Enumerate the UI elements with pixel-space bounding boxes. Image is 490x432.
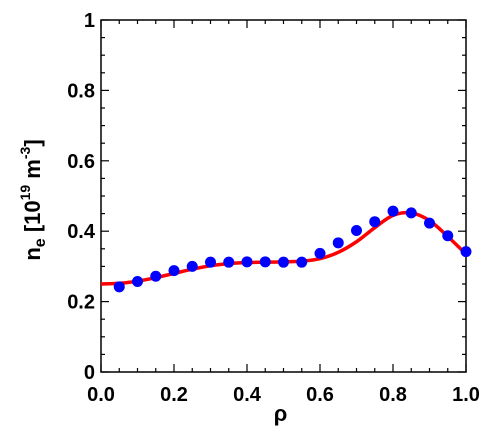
data-point	[296, 256, 308, 268]
y-axis-label-bracket-open: [10	[20, 200, 45, 238]
y-tick-label: 0.8	[67, 80, 95, 102]
data-point	[332, 237, 344, 249]
x-tick-label: 0.2	[160, 384, 188, 406]
data-point	[168, 265, 180, 277]
data-point	[351, 224, 362, 236]
x-tick-label: 0.6	[306, 384, 334, 406]
y-axis-label-main: n	[20, 247, 45, 260]
y-tick-label: 1	[84, 10, 95, 32]
x-tick-label: 0.0	[87, 384, 115, 406]
y-axis-label-bracket-close: ]	[20, 139, 45, 146]
y-tick-label: 0.6	[67, 151, 95, 173]
y-axis-label-unit: m	[20, 159, 45, 185]
data-point	[369, 216, 381, 228]
data-point	[113, 281, 125, 293]
data-point	[186, 260, 198, 272]
y-tick-label: 0.4	[67, 221, 96, 243]
x-axis-label: ρ	[274, 401, 288, 426]
data-point	[424, 217, 435, 229]
data-point	[259, 256, 271, 268]
y-axis-label-unit-exp: -3	[17, 146, 33, 159]
data-point	[460, 246, 472, 258]
data-point	[442, 230, 454, 242]
y-axis-label: ne [1019 m-3]	[17, 139, 49, 260]
x-tick-label: 1.0	[452, 384, 480, 406]
data-point	[205, 256, 216, 268]
plot-frame	[100, 19, 467, 373]
data-point	[241, 256, 253, 268]
data-point	[150, 270, 162, 282]
data-point	[405, 207, 417, 219]
y-tick-label: 0.2	[67, 292, 95, 314]
data-point	[387, 205, 399, 217]
x-tick-label: 0.8	[379, 384, 407, 406]
y-tick-label: 0	[84, 362, 95, 384]
data-point	[223, 256, 235, 268]
x-tick-label: 0.4	[233, 384, 262, 406]
data-point	[278, 256, 289, 268]
y-axis-label-sub: e	[32, 238, 49, 247]
y-axis-label-exp: 19	[17, 185, 33, 201]
data-point	[132, 276, 143, 288]
data-point	[314, 247, 326, 259]
